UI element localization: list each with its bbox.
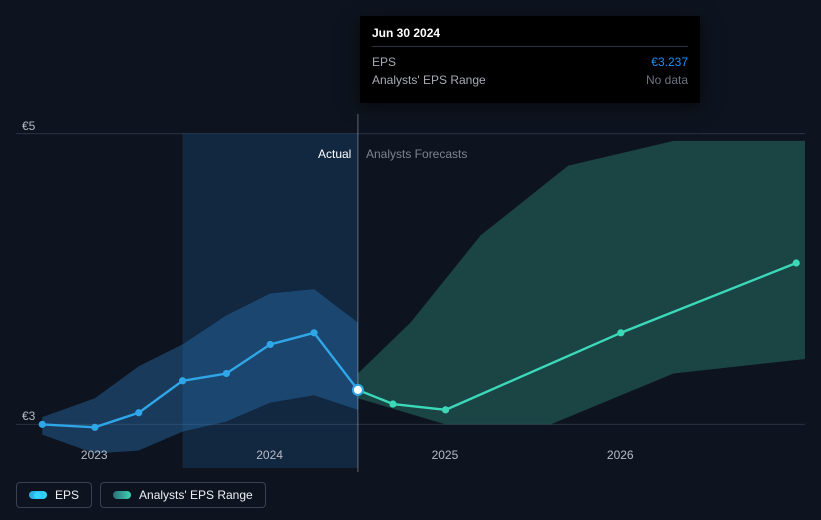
section-label-actual: Actual — [318, 147, 351, 161]
legend-item-eps[interactable]: EPS — [16, 482, 92, 508]
x-tick-label: 2023 — [81, 448, 108, 462]
y-tick-label: €5 — [22, 119, 35, 133]
tooltip-divider — [372, 46, 688, 47]
legend-label: EPS — [55, 488, 79, 502]
tooltip-date: Jun 30 2024 — [372, 26, 688, 40]
x-tick-label: 2024 — [256, 448, 283, 462]
tooltip-row-label: EPS — [372, 53, 396, 71]
tooltip-row-label: Analysts' EPS Range — [372, 71, 486, 89]
hover-tooltip: Jun 30 2024 EPS€3.237Analysts' EPS Range… — [360, 16, 700, 103]
tooltip-row-value: No data — [646, 71, 688, 89]
tooltip-row: EPS €3.237 — [372, 53, 688, 71]
y-tick-label: €3 — [22, 409, 35, 423]
tooltip-row-value: €3.237 — [651, 53, 688, 71]
section-label-forecast: Analysts Forecasts — [366, 147, 467, 161]
x-tick-label: 2025 — [432, 448, 459, 462]
legend-item-range[interactable]: Analysts' EPS Range — [100, 482, 266, 508]
x-tick-label: 2026 — [607, 448, 634, 462]
legend: EPS Analysts' EPS Range — [16, 482, 266, 508]
eps-swatch-icon — [29, 491, 47, 499]
range-swatch-icon — [113, 491, 131, 499]
tooltip-row: Analysts' EPS Range No data — [372, 71, 688, 89]
chart-container: Jun 30 2024 EPS€3.237Analysts' EPS Range… — [0, 0, 821, 520]
legend-label: Analysts' EPS Range — [139, 488, 253, 502]
